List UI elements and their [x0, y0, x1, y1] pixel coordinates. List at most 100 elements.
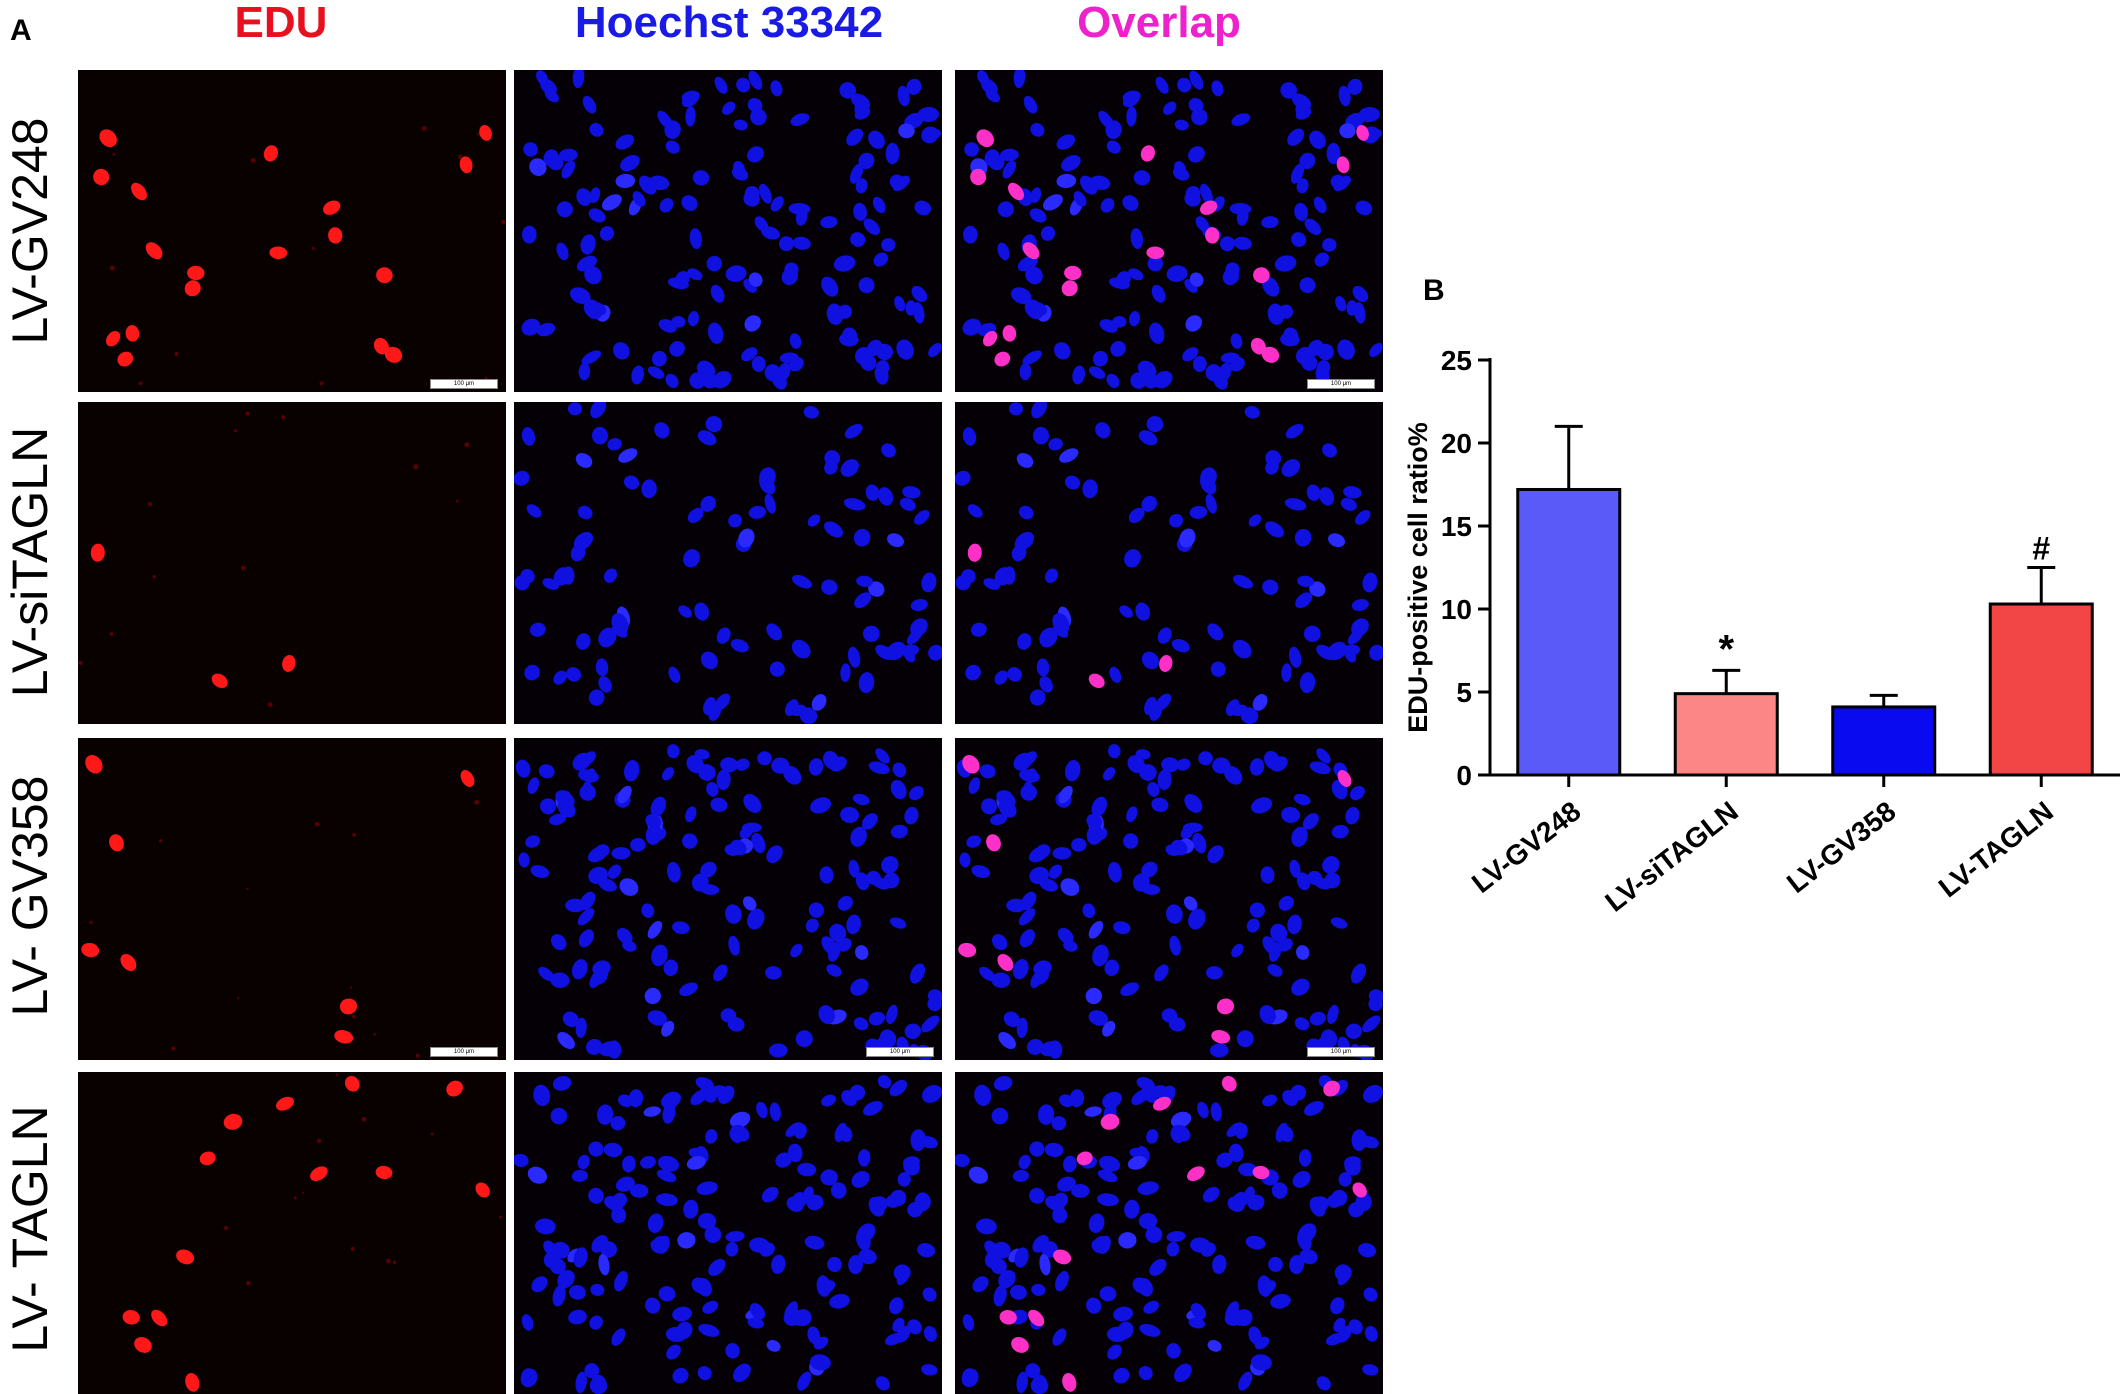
nucleus [1235, 1123, 1248, 1139]
scale-bar: 100 μm [1307, 1047, 1375, 1057]
nucleus [794, 1123, 807, 1139]
nucleus [875, 1376, 890, 1391]
nucleus [1082, 903, 1096, 919]
nucleus [850, 826, 867, 847]
nucleus [1052, 1328, 1067, 1346]
nucleus [1009, 1285, 1027, 1300]
nucleus [614, 1271, 628, 1292]
nucleus [830, 1182, 847, 1199]
nucleus [1291, 826, 1308, 847]
nucleus [1135, 602, 1151, 621]
nucleus [685, 106, 696, 127]
nucleus [581, 350, 602, 365]
x-tick-label: LV-siTAGLN [1599, 795, 1744, 917]
micrograph-hoechst-lv-gv248 [514, 70, 942, 392]
nucleus [1163, 101, 1177, 115]
nucleus [619, 878, 639, 896]
nucleus [1085, 987, 1102, 1005]
nucleus [647, 1010, 668, 1026]
nucleus [1183, 896, 1198, 911]
nucleus [1131, 1089, 1149, 1106]
nucleus [968, 1166, 989, 1184]
nucleus [910, 1129, 927, 1151]
nucleus [698, 764, 716, 781]
nucleus [1130, 372, 1147, 389]
nucleus [668, 666, 681, 683]
nucleus [1290, 163, 1305, 184]
nucleus [1232, 639, 1252, 659]
nucleus [787, 1143, 803, 1163]
nucleus [1147, 255, 1164, 272]
nucleus [1236, 208, 1249, 226]
nucleus [589, 123, 604, 137]
nucleus [1296, 178, 1309, 194]
nucleus [1130, 228, 1143, 250]
nucleus [1166, 1231, 1186, 1242]
nucleus [1013, 752, 1033, 771]
nucleus [1200, 467, 1217, 487]
background-speck [159, 839, 163, 843]
nucleus [1044, 1142, 1064, 1158]
nucleus [641, 479, 657, 499]
nucleus [853, 528, 871, 547]
nucleus [1280, 82, 1298, 99]
nucleus [666, 744, 680, 759]
edu-positive-nucleus [81, 942, 100, 958]
nucleus [921, 1364, 938, 1376]
edu-positive-nucleus [99, 129, 117, 148]
background-speck [246, 887, 249, 890]
nucleus [846, 128, 864, 146]
nucleus [886, 1004, 898, 1025]
nucleus [1326, 142, 1341, 165]
overlap-nucleus [1216, 998, 1235, 1015]
edu-positive-nucleus [109, 834, 124, 852]
nucleus [695, 1077, 714, 1091]
scale-bar: 100 μm [1307, 379, 1375, 389]
overlap-nucleus [1159, 655, 1173, 672]
nucleus [733, 119, 748, 131]
nucleus [1154, 964, 1169, 982]
background-speck [152, 575, 156, 579]
nucleus [775, 1152, 792, 1168]
nucleus [1022, 350, 1043, 365]
nucleus [1020, 784, 1037, 801]
nucleus [521, 318, 541, 336]
nucleus [881, 856, 899, 874]
nucleus [747, 97, 763, 113]
nucleus [697, 1365, 712, 1381]
edu-positive-nucleus [323, 200, 341, 215]
nucleus [656, 1169, 677, 1183]
nucleus [848, 1255, 864, 1275]
nucleus [863, 218, 881, 235]
overlap-nucleus [1252, 1165, 1270, 1180]
nucleus [1200, 183, 1213, 204]
nucleus [1301, 354, 1318, 371]
nucleus [991, 1107, 1009, 1125]
nucleus [536, 70, 548, 85]
nucleus [964, 142, 979, 157]
overlap-nucleus [1221, 1076, 1237, 1092]
nucleus [540, 798, 556, 815]
nucleus [829, 756, 847, 772]
nucleus [1145, 1226, 1163, 1244]
nucleus [1257, 1275, 1272, 1297]
nucleus [1314, 252, 1330, 267]
nucleus [696, 1181, 718, 1195]
nucleus [1308, 339, 1324, 357]
nucleus [1029, 1141, 1045, 1157]
nucleus [571, 1169, 588, 1182]
nucleus [1095, 422, 1111, 439]
nucleus [1246, 918, 1260, 933]
nucleus [1202, 1186, 1220, 1203]
background-speck [302, 1191, 305, 1194]
background-speck [421, 126, 427, 131]
nucleus [1126, 806, 1138, 823]
nucleus [1086, 824, 1103, 845]
micrograph-edu-lv-sitagln [78, 402, 506, 724]
background-speck [250, 158, 256, 163]
nucleus [914, 200, 932, 216]
bar-lv-gv248 [1516, 487, 1622, 777]
nucleus [959, 852, 971, 868]
nucleus [1322, 856, 1340, 874]
nucleus [1056, 1176, 1076, 1192]
